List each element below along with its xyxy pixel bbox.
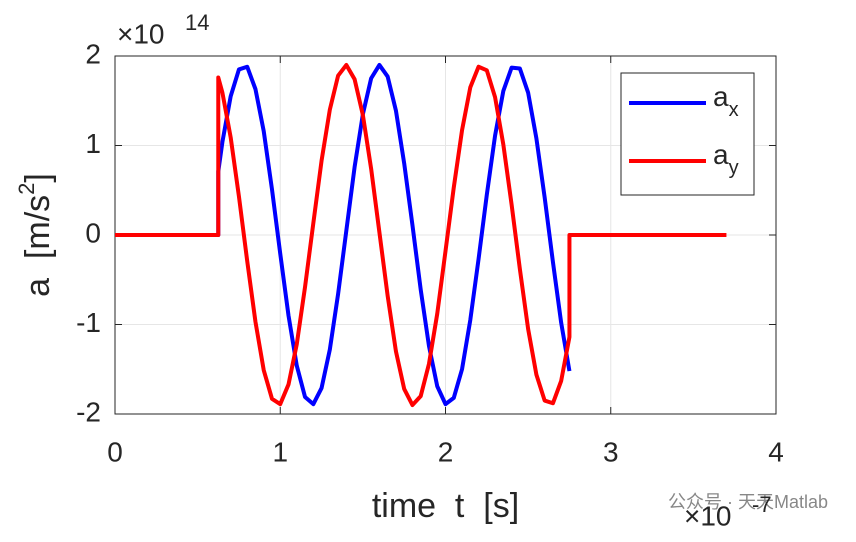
axis-multiplier: ×10 14 <box>117 10 209 50</box>
multiplier-power: -7 <box>752 492 772 517</box>
legend: ax ay <box>620 72 755 196</box>
y-tick-label: -1 <box>76 307 101 338</box>
y-tick-label: 1 <box>85 128 101 159</box>
legend-label: ay <box>713 139 739 179</box>
multiplier-base: ×10 <box>684 500 732 531</box>
y-axis-label-part: 2 <box>14 183 39 195</box>
multiplier-base: ×10 <box>117 18 165 49</box>
watermark: 公众号 · 天天Matlab <box>668 492 828 512</box>
legend-label: ax <box>713 81 739 121</box>
y-tick-label: 0 <box>85 217 101 248</box>
y-axis-label: a [m/s2] <box>14 173 57 297</box>
x-tick-label: 2 <box>438 436 454 467</box>
series-line <box>115 62 727 408</box>
multiplier-power: 14 <box>185 10 209 35</box>
y-tick-label: -2 <box>76 396 101 427</box>
y-axis-label-part: ] <box>19 173 57 182</box>
x-tick-label: 0 <box>107 436 123 467</box>
legend-box <box>620 72 755 196</box>
y-tick-label: 2 <box>85 38 101 69</box>
series-line <box>115 62 572 407</box>
x-axis-label: time t [s] <box>372 487 519 525</box>
x-tick-label: 4 <box>768 436 784 467</box>
x-tick-label: 1 <box>272 436 288 467</box>
axis-multiplier: ×10 -7 <box>684 492 772 532</box>
x-tick-label: 3 <box>603 436 619 467</box>
y-axis-label-part: a [m/s <box>19 195 57 297</box>
